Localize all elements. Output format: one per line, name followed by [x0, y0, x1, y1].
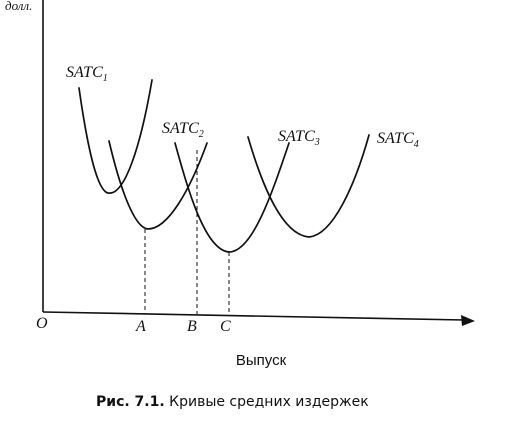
figure-caption-text: Кривые средних издержек	[169, 394, 369, 410]
satc3-curve	[174, 142, 290, 253]
satc4-curve	[247, 134, 370, 238]
satc3-label: SATC3	[278, 128, 320, 148]
satc1-curve	[78, 79, 153, 194]
x-axis-arrowhead	[461, 315, 475, 326]
y-axis-label: долл.	[5, 0, 32, 13]
x-tick-b: B	[187, 318, 197, 335]
x-tick-a: A	[135, 318, 146, 335]
x-axis-title: Выпуск	[235, 352, 287, 369]
origin-label: O	[36, 315, 48, 332]
x-axis	[42, 311, 466, 321]
satc2-label: SATC2	[162, 120, 204, 140]
satc2-curve	[108, 140, 208, 230]
figure-number: Рис. 7.1.	[96, 394, 165, 410]
x-tick-c: C	[220, 318, 231, 335]
figure-caption: Рис. 7.1. Кривые средних издержек	[96, 394, 369, 410]
satc1-label: SATC1	[66, 64, 108, 84]
satc4-label: SATC4	[377, 130, 419, 150]
